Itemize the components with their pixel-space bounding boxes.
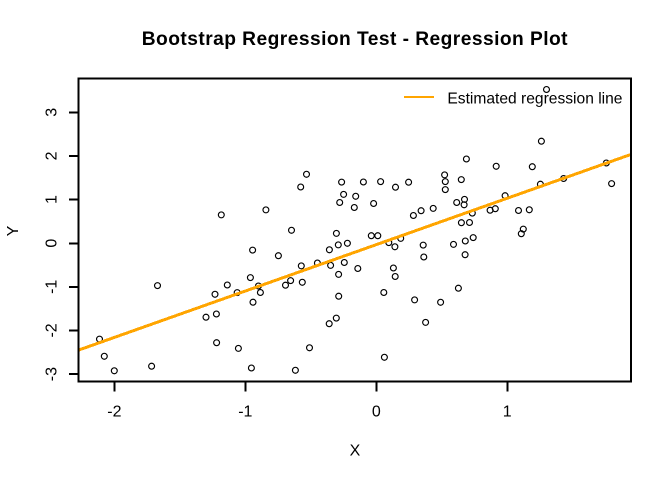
svg-text:-1: -1 (238, 404, 252, 421)
svg-text:Y: Y (5, 225, 22, 236)
svg-text:2: 2 (44, 151, 61, 160)
svg-text:0: 0 (44, 239, 61, 248)
svg-text:Estimated regression line: Estimated regression line (447, 91, 622, 108)
svg-text:Bootstrap Regression Test - Re: Bootstrap Regression Test - Regression P… (142, 29, 568, 50)
svg-text:1: 1 (503, 404, 512, 421)
svg-text:-2: -2 (44, 323, 61, 337)
svg-text:-3: -3 (44, 367, 61, 381)
svg-text:-2: -2 (107, 404, 121, 421)
svg-text:X: X (350, 443, 361, 460)
svg-text:1: 1 (44, 195, 61, 204)
svg-text:-1: -1 (44, 280, 61, 294)
svg-text:0: 0 (372, 404, 381, 421)
svg-text:3: 3 (44, 108, 61, 117)
